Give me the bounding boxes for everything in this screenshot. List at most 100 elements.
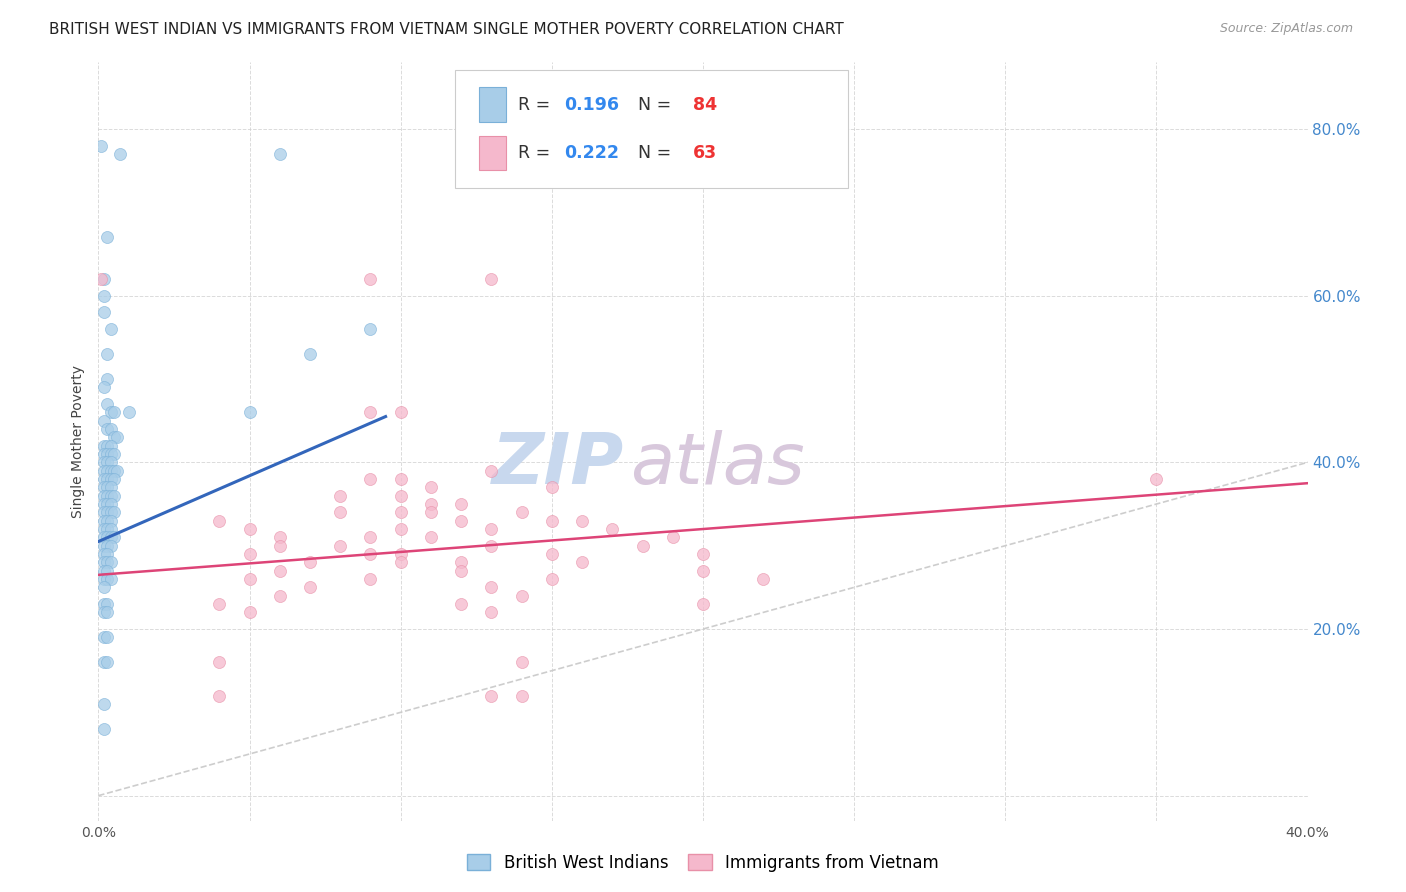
Point xyxy=(208,656,231,670)
Text: 0.222: 0.222 xyxy=(564,144,619,161)
Point xyxy=(631,539,654,553)
Point xyxy=(96,497,118,511)
Point xyxy=(100,464,122,478)
Point xyxy=(239,522,262,536)
Point xyxy=(100,405,122,419)
Point xyxy=(103,447,125,461)
Point xyxy=(96,631,118,645)
Point xyxy=(93,597,115,611)
Point xyxy=(93,455,115,469)
Text: R =: R = xyxy=(517,144,555,161)
Point xyxy=(329,489,352,503)
Point xyxy=(93,489,115,503)
Point xyxy=(360,547,382,561)
Point xyxy=(103,530,125,544)
Point xyxy=(540,480,562,494)
Point xyxy=(481,605,503,619)
Legend: British West Indians, Immigrants from Vietnam: British West Indians, Immigrants from Vi… xyxy=(461,847,945,879)
Point xyxy=(481,539,503,553)
Point xyxy=(90,138,112,153)
Point xyxy=(96,464,118,478)
Point xyxy=(510,505,533,519)
FancyBboxPatch shape xyxy=(479,87,506,121)
Point xyxy=(299,347,322,361)
Point xyxy=(108,147,131,161)
Point xyxy=(96,522,118,536)
Point xyxy=(93,305,115,319)
Point xyxy=(208,689,231,703)
Point xyxy=(450,564,472,578)
Point xyxy=(100,455,122,469)
Point xyxy=(100,447,122,461)
Point xyxy=(96,505,118,519)
Point xyxy=(103,489,125,503)
Point xyxy=(208,514,231,528)
Point xyxy=(96,572,118,586)
Point xyxy=(100,530,122,544)
Point xyxy=(96,489,118,503)
Point xyxy=(96,539,118,553)
Text: ZIP: ZIP xyxy=(492,430,624,499)
Point xyxy=(100,472,122,486)
Point xyxy=(93,539,115,553)
Point xyxy=(481,272,503,286)
Point xyxy=(103,472,125,486)
Point xyxy=(93,522,115,536)
Point xyxy=(96,447,118,461)
Text: R =: R = xyxy=(517,95,555,113)
Point xyxy=(93,722,115,736)
Point xyxy=(103,464,125,478)
Point xyxy=(96,397,118,411)
Point xyxy=(96,455,118,469)
Point xyxy=(96,347,118,361)
Point xyxy=(93,472,115,486)
Point xyxy=(96,422,118,436)
Point xyxy=(389,547,412,561)
Point xyxy=(540,547,562,561)
Point xyxy=(100,489,122,503)
Point xyxy=(93,497,115,511)
Point xyxy=(93,414,115,428)
Y-axis label: Single Mother Poverty: Single Mother Poverty xyxy=(72,365,86,518)
Point xyxy=(752,572,775,586)
Point xyxy=(100,480,122,494)
Point xyxy=(420,480,443,494)
Point xyxy=(93,555,115,569)
Point xyxy=(299,555,322,569)
Point xyxy=(93,656,115,670)
Point xyxy=(510,656,533,670)
Text: N =: N = xyxy=(627,95,676,113)
Point xyxy=(93,530,115,544)
Point xyxy=(100,555,122,569)
Point xyxy=(93,564,115,578)
Point xyxy=(481,522,503,536)
Point xyxy=(96,439,118,453)
Point xyxy=(103,405,125,419)
Point xyxy=(93,464,115,478)
Point xyxy=(420,530,443,544)
Point xyxy=(269,589,291,603)
Point xyxy=(389,472,412,486)
FancyBboxPatch shape xyxy=(456,70,848,187)
Point xyxy=(93,439,115,453)
Point xyxy=(93,547,115,561)
Point xyxy=(100,572,122,586)
Point xyxy=(96,547,118,561)
Point xyxy=(239,605,262,619)
Point xyxy=(269,564,291,578)
Point xyxy=(450,497,472,511)
Point xyxy=(510,589,533,603)
Point xyxy=(661,530,683,544)
Point xyxy=(96,230,118,244)
Point xyxy=(299,580,322,594)
Point xyxy=(269,539,291,553)
Point xyxy=(93,447,115,461)
Point xyxy=(96,597,118,611)
Point xyxy=(450,514,472,528)
Point xyxy=(450,555,472,569)
Text: N =: N = xyxy=(627,144,676,161)
Point xyxy=(93,631,115,645)
Point xyxy=(103,430,125,444)
Point xyxy=(269,530,291,544)
Point xyxy=(420,497,443,511)
